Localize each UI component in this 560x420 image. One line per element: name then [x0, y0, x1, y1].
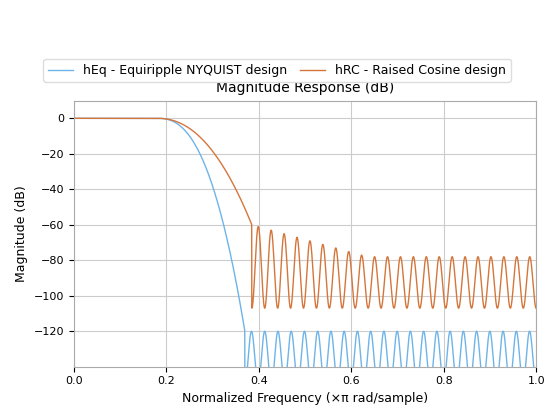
- hRC - Raised Cosine design: [407, 285, 413, 290]
- hRC - Raised Cosine design: [268, 229, 275, 234]
- hEq - Equiripple NYQUIST design: [268, 381, 275, 386]
- hEq - Equiripple NYQUIST design: [407, 330, 413, 335]
- hRC - Raised Cosine design: [249, 306, 255, 311]
- hEq - Equiripple NYQUIST design: [519, 379, 525, 384]
- Title: Magnitude Response (dB): Magnitude Response (dB): [216, 81, 394, 95]
- hEq - Equiripple NYQUIST design: [241, 382, 248, 387]
- hRC - Raised Cosine design: [71, 116, 77, 121]
- hRC - Raised Cosine design: [290, 275, 297, 280]
- hRC - Raised Cosine design: [496, 299, 502, 304]
- Y-axis label: Magnitude (dB): Magnitude (dB): [15, 185, 28, 282]
- Line: hEq - Equiripple NYQUIST design: hEq - Equiripple NYQUIST design: [74, 118, 536, 384]
- Legend: hEq - Equiripple NYQUIST design, hRC - Raised Cosine design: hEq - Equiripple NYQUIST design, hRC - R…: [43, 59, 511, 82]
- hRC - Raised Cosine design: [533, 306, 539, 311]
- hRC - Raised Cosine design: [265, 263, 272, 268]
- hEq - Equiripple NYQUIST design: [265, 356, 272, 361]
- hEq - Equiripple NYQUIST design: [71, 116, 77, 121]
- X-axis label: Normalized Frequency (×π rad/sample): Normalized Frequency (×π rad/sample): [182, 392, 428, 405]
- hEq - Equiripple NYQUIST design: [533, 382, 539, 387]
- hRC - Raised Cosine design: [519, 301, 525, 306]
- hEq - Equiripple NYQUIST design: [290, 343, 297, 348]
- Line: hRC - Raised Cosine design: hRC - Raised Cosine design: [74, 118, 536, 308]
- hEq - Equiripple NYQUIST design: [496, 365, 502, 370]
